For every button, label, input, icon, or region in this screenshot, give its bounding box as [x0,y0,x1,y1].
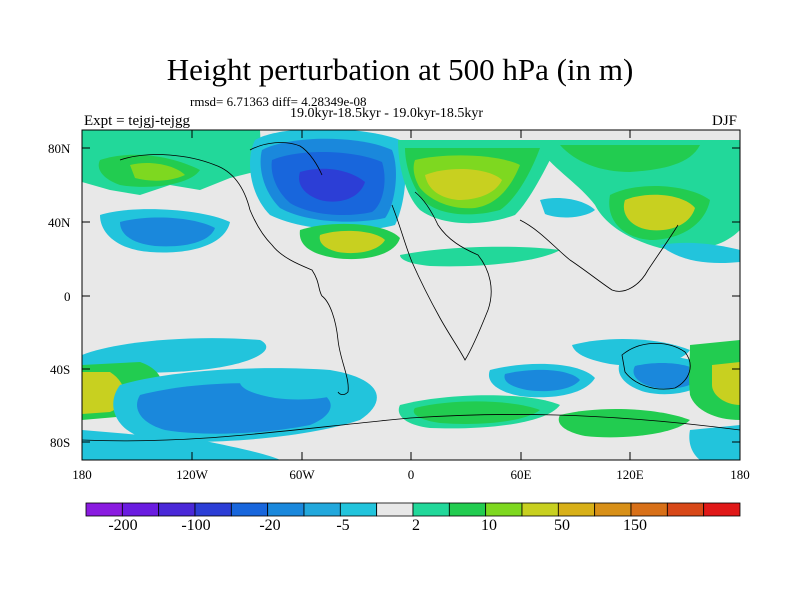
colorbar-swatch [557,502,596,517]
colorbar-swatch [267,502,305,517]
contour-field [82,130,740,460]
contour-europe-yellow [425,168,502,200]
colorbar-swatch [630,502,668,517]
colorbar-label: 10 [481,517,497,534]
colorbar-label: 2 [412,517,420,534]
antarctica-coast [82,414,740,442]
colorbar-label: -5 [336,517,350,534]
contour-central-asia-blue [540,198,595,218]
colorbar-swatch [448,502,487,517]
contour-lime-north-pacific [130,163,185,181]
lat-label-0: 0 [64,289,71,304]
coastlines [82,142,740,442]
asia-coast [519,219,679,292]
colorbar-label: 50 [554,517,570,534]
colorbar-swatch [594,502,632,517]
contour-indian-mid [504,369,580,392]
lon-ticks [81,130,741,460]
colorbar-swatch [485,502,523,517]
colorbar-swatch [703,502,741,517]
colorbar-swatch [521,502,559,517]
colorbar-swatch [303,502,341,517]
lon-label-180w: 180 [72,467,92,482]
lon-label-0: 0 [407,467,415,482]
lat-ticks [82,147,740,443]
lat-label-40n: 40N [48,215,71,230]
lat-label-80s: 80S [50,435,71,450]
colorbar-label: -20 [259,517,281,534]
experiment-label: Expt = tejgj-tejgg [84,113,190,129]
arctic-canada-coast [249,142,323,176]
colorbar-swatch [376,502,414,517]
contour-atlantic-high-core [319,230,385,254]
africa-europe-coast [391,191,492,361]
contour-antarctic-east-blue [689,425,740,460]
contour-south-low-east [239,373,355,400]
colorbar-swatch [666,502,705,517]
colorbar-swatch [230,502,269,517]
lon-label-120w: 120W [176,467,208,482]
australia-coast [621,342,691,390]
americas-coast [119,154,349,396]
lat-label-40s: 40S [50,362,71,377]
lat-label-80n: 80N [48,141,71,156]
colorbar-swatch [158,502,196,517]
contour-npac-east-blue [660,242,740,264]
stats-text: rmsd= 6.71363 diff= 4.28349e-08 [190,94,367,109]
contour-antarctic-west-blue [82,430,280,460]
contour-npac-low-inner [120,217,215,247]
contour-southern-ocean-green [413,401,540,424]
lon-label-180e: 180 [730,467,750,482]
contour-spac-west-yellow [712,362,740,405]
colorbar-label: -100 [181,517,211,534]
colorbar-label: 150 [623,517,647,534]
colorbar-swatch [85,502,123,517]
lon-label-120e: 120E [616,467,644,482]
colorbar-label: -200 [108,517,138,534]
contour-greenland-core [299,168,365,202]
colorbar-swatch [121,502,160,517]
contour-asia-green [560,145,700,172]
map-title: Height perturbation at 500 hPa (in m) [166,52,634,87]
colorbar-swatch [339,502,378,517]
contour-asia-aqua [400,246,560,267]
contour-australia-mid [633,363,702,389]
lon-label-60e: 60E [510,467,532,482]
contour-japan-yellow [623,194,695,231]
colorbar-swatch [194,502,232,517]
season-label: DJF [712,113,738,129]
lon-label-60w: 60W [289,467,315,482]
period-text: 19.0kyr-18.5kyr - 19.0kyr-18.5kyr [290,106,484,121]
colorbar [85,502,741,517]
colorbar-swatch [412,502,450,517]
